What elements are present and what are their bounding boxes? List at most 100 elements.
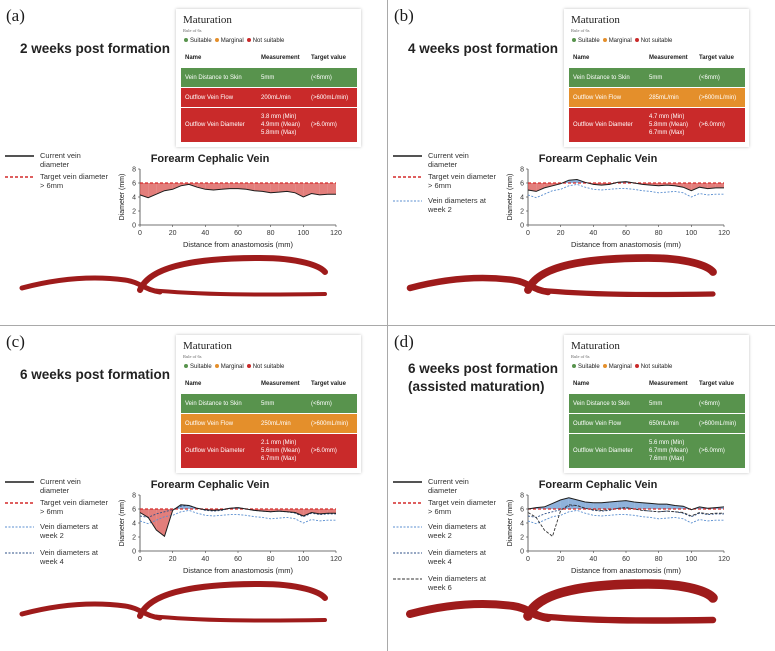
table-header: Name Measurement Target value (181, 55, 357, 67)
cephalic-vein-path (137, 254, 328, 293)
row-measurement: 5mm (261, 400, 275, 407)
table-row: Outflow Vein Flow 200mL/min (>600mL/min) (181, 88, 357, 107)
area-below-target (295, 509, 304, 516)
panel-label: (b) (394, 6, 414, 25)
area-below-target (536, 183, 545, 192)
legend-swatch-icon (393, 176, 422, 178)
area-below-target (172, 183, 181, 190)
area-below-target (303, 183, 312, 197)
area-above-target (585, 502, 594, 509)
radial-vein-path (534, 612, 717, 624)
table-row: Outflow Vein Flow 285mL/min (>600mL/min) (569, 88, 745, 107)
row-target: (>600mL/min) (699, 94, 737, 101)
y-tick-label: 4 (132, 195, 136, 202)
y-axis-label: Diameter (mm) (507, 174, 514, 221)
y-tick-label: 6 (132, 181, 136, 188)
legend-item-current: Current vein diameter (4, 151, 114, 171)
y-tick-label: 0 (520, 223, 524, 230)
table-row: Outflow Vein Diameter 2.1 mm (Min) 5.6mm … (181, 434, 357, 468)
x-tick-label: 20 (169, 230, 177, 237)
series-line-week2 (139, 509, 336, 525)
panel-c: (c) 6 weeks post formation Maturation Rule … (0, 326, 387, 651)
row-target: (>6.0mm) (699, 448, 725, 454)
row-measurement: 650mL/min (649, 420, 679, 427)
chart-title: Forearm Cephalic Vein (150, 479, 270, 491)
status-legend-label: Marginal (220, 38, 244, 44)
area-below-target (528, 183, 537, 192)
status-legend-label: Not suitable (640, 38, 673, 44)
vein-illustration-icon (406, 579, 718, 624)
legend-swatch-icon (393, 578, 422, 580)
area-above-target (634, 502, 643, 509)
row-measurement: 200mL/min (261, 94, 291, 101)
status-legend-label: Marginal (220, 364, 244, 370)
panel-d: (d) 6 weeks post formation (assisted matur… (388, 326, 775, 651)
legend-item-target: Target vein diameter > 6mm (4, 498, 114, 518)
row-measurement: 2.1 mm (Min) 5.6mm (Mean) 6.7mm (Max) (261, 440, 301, 462)
legend-swatch-icon (393, 552, 422, 554)
legend-label: Current vein diameter (40, 477, 81, 495)
x-tick-label: 100 (685, 556, 697, 563)
panel-label: (a) (6, 6, 25, 25)
x-tick-label: 120 (330, 556, 342, 563)
area-below-target (683, 183, 692, 191)
row-name: Outflow Vein Diameter (573, 448, 633, 454)
area-below-target (262, 183, 271, 193)
y-tick-label: 2 (520, 535, 524, 542)
row-name: Outflow Vein Flow (573, 94, 622, 101)
y-tick-label: 6 (520, 181, 524, 188)
maturation-subtitle: Rule of 6s (571, 354, 590, 359)
status-dot-icon (572, 38, 576, 43)
x-tick-label: 60 (234, 556, 242, 563)
legend-label: Target vein diameter > 6mm (428, 498, 496, 516)
area-below-target (246, 183, 255, 191)
x-tick-label: 100 (297, 230, 309, 237)
area-below-target (140, 183, 149, 198)
maturation-title: Maturation (571, 14, 620, 26)
status-legend-label: Suitable (190, 364, 212, 370)
vein-illustration-icon (19, 254, 328, 297)
legend-label: Target vein diameter > 6mm (40, 172, 108, 190)
x-tick-label: 40 (201, 230, 209, 237)
area-above-target (562, 180, 569, 183)
area-below-target (311, 183, 320, 195)
legend-item-week2: Vein diameters at week 2 (4, 522, 114, 542)
legend-swatch-icon (5, 552, 34, 554)
maturation-card: Maturation Rule of 6s Suitable Marginal Not … (176, 335, 361, 473)
row-measurement: 5mm (261, 74, 275, 81)
legend-label: Target vein diameter > 6mm (40, 498, 108, 516)
x-tick-label: 40 (589, 230, 597, 237)
maturation-title: Maturation (571, 340, 620, 352)
column-header: Name (185, 381, 202, 387)
row-name: Outflow Vein Flow (185, 94, 234, 101)
maturation-card: Maturation Rule of 6s Suitable Marginal Not … (564, 9, 749, 147)
status-legend-label: Suitable (190, 38, 212, 44)
y-tick-label: 8 (520, 167, 524, 174)
status-legend-label: Suitable (578, 364, 600, 370)
row-name: Vein Distance to Skin (185, 74, 242, 81)
table-row: Outflow Vein Diameter 4.7 mm (Min) 5.8mm … (569, 108, 745, 142)
legend-swatch-icon (393, 200, 422, 202)
status-legend-label: Marginal (608, 364, 632, 370)
legend-label: Current vein diameter (428, 151, 469, 169)
chart-title: Forearm Cephalic Vein (538, 153, 658, 165)
area-below-target (156, 509, 165, 537)
status-dot-icon (602, 364, 607, 369)
legend-item-week2: Vein diameters at week 2 (392, 196, 502, 216)
legend-label: Vein diameters at week 2 (428, 196, 486, 214)
y-tick-label: 0 (132, 223, 136, 230)
artery-path (406, 600, 552, 622)
row-measurement: 4.7 mm (Min) 5.8mm (Mean) 6.7mm (Max) (649, 114, 689, 136)
status-dot-icon (572, 364, 576, 369)
row-measurement: 5mm (649, 74, 663, 81)
chart-title: Forearm Cephalic Vein (538, 479, 658, 491)
maturation-card: Maturation Rule of 6s Suitable Marginal Not … (176, 9, 361, 147)
radial-vein-path (148, 614, 327, 623)
table-row: Outflow Vein Diameter 3.8 mm (Min) 4.9mm … (181, 108, 357, 142)
area-below-target (205, 183, 214, 190)
y-tick-label: 2 (132, 535, 136, 542)
x-tick-label: 120 (718, 230, 730, 237)
vein-shape (406, 254, 717, 298)
x-tick-label: 0 (138, 230, 142, 237)
